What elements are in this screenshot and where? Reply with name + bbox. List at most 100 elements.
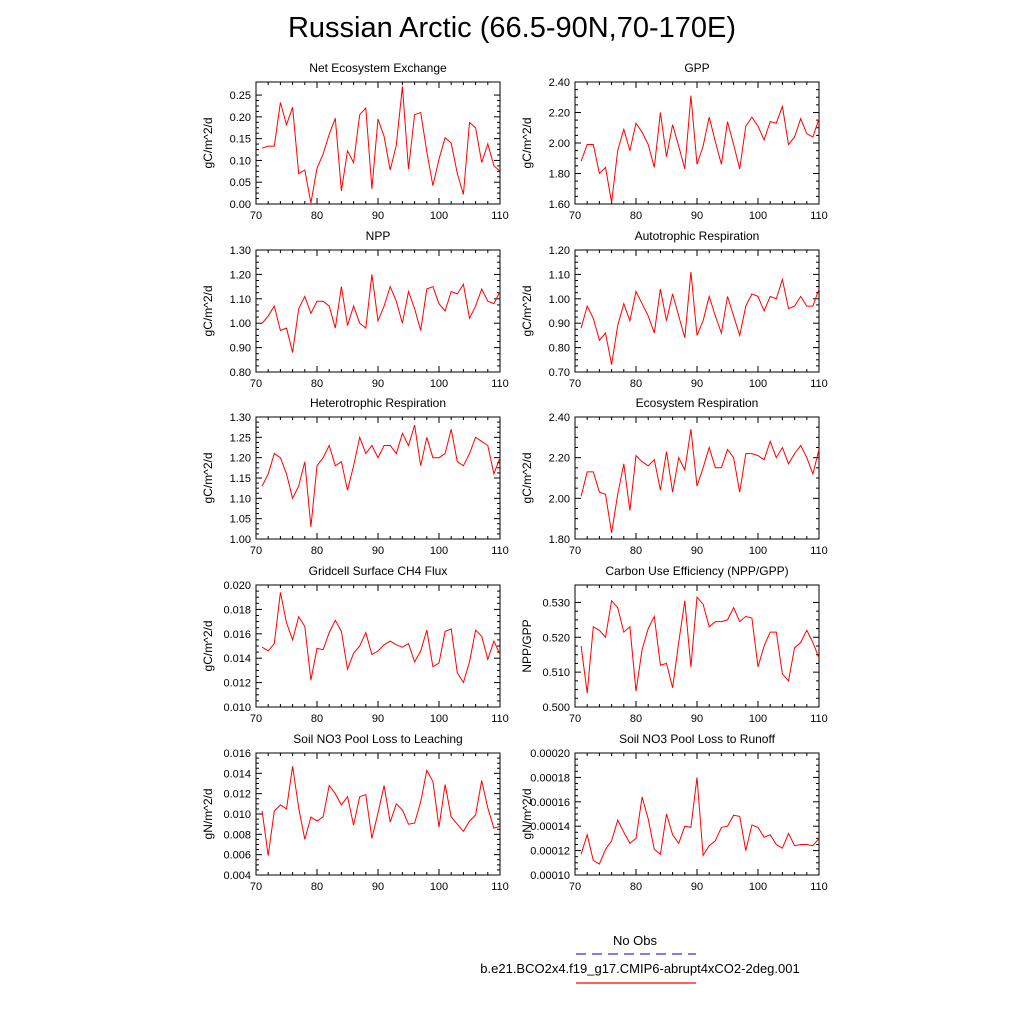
panel-title: NPP bbox=[366, 229, 391, 243]
x-tick-label: 70 bbox=[250, 881, 262, 893]
x-tick-label: 80 bbox=[311, 545, 323, 557]
page-title: Russian Arctic (66.5-90N,70-170E) bbox=[287, 12, 737, 44]
y-tick-label: 0.012 bbox=[223, 678, 251, 690]
y-tick-label: 1.10 bbox=[230, 294, 251, 306]
y-tick-label: 1.30 bbox=[230, 412, 251, 424]
x-tick-label: 100 bbox=[749, 210, 767, 222]
x-tick-label: 100 bbox=[430, 545, 448, 557]
series-line bbox=[580, 95, 820, 203]
y-tick-label: 0.90 bbox=[549, 318, 570, 330]
x-tick-label: 110 bbox=[810, 210, 828, 222]
y-tick-label: 1.80 bbox=[549, 534, 570, 546]
y-tick-label: 0.008 bbox=[223, 829, 251, 841]
series-line bbox=[261, 274, 501, 353]
y-tick-label: 0.00 bbox=[230, 199, 251, 211]
y-tick-label: 0.020 bbox=[223, 580, 251, 592]
x-tick-label: 70 bbox=[569, 713, 581, 725]
x-tick-label: 90 bbox=[372, 210, 384, 222]
x-tick-label: 110 bbox=[810, 378, 828, 390]
legend-run-swatch bbox=[576, 982, 696, 984]
x-tick-label: 100 bbox=[430, 881, 448, 893]
series-line bbox=[580, 595, 820, 694]
panel-title: GPP bbox=[684, 61, 709, 75]
x-tick-label: 80 bbox=[630, 210, 642, 222]
y-tick-label: 0.15 bbox=[230, 134, 251, 146]
x-tick-label: 90 bbox=[691, 545, 703, 557]
plot-frame bbox=[574, 249, 820, 373]
y-tick-label: 0.00014 bbox=[530, 821, 570, 833]
y-tick-label: 1.10 bbox=[549, 269, 570, 281]
x-tick-label: 90 bbox=[691, 881, 703, 893]
y-tick-label: 0.530 bbox=[542, 597, 570, 609]
x-tick-label: 110 bbox=[810, 545, 828, 557]
panel-title: Ecosystem Respiration bbox=[636, 396, 759, 410]
x-tick-label: 80 bbox=[630, 378, 642, 390]
y-tick-label: 2.00 bbox=[549, 138, 570, 150]
x-tick-label: 100 bbox=[430, 378, 448, 390]
y-tick-label: 2.00 bbox=[549, 493, 570, 505]
y-tick-label: 0.80 bbox=[549, 343, 570, 355]
x-tick-label: 70 bbox=[569, 378, 581, 390]
panel-title: Soil NO3 Pool Loss to Runoff bbox=[619, 732, 776, 746]
y-tick-label: 0.00016 bbox=[530, 797, 570, 809]
y-tick-label: 2.40 bbox=[549, 77, 570, 89]
x-tick-label: 70 bbox=[569, 545, 581, 557]
x-tick-label: 100 bbox=[749, 881, 767, 893]
y-tick-label: 0.00010 bbox=[530, 870, 570, 882]
y-tick-label: 0.20 bbox=[230, 112, 251, 124]
y-axis-label: gC/m^2/d bbox=[201, 621, 215, 672]
x-tick-label: 110 bbox=[491, 378, 509, 390]
y-axis-label: gC/m^2/d bbox=[520, 286, 534, 337]
y-tick-label: 2.20 bbox=[549, 108, 570, 120]
x-tick-label: 100 bbox=[749, 713, 767, 725]
x-tick-label: 70 bbox=[569, 881, 581, 893]
legend-obs-swatch bbox=[576, 953, 696, 955]
y-axis-label: gC/m^2/d bbox=[520, 453, 534, 504]
x-tick-label: 80 bbox=[311, 210, 323, 222]
y-tick-label: 0.05 bbox=[230, 177, 251, 189]
panel-title: Heterotrophic Respiration bbox=[310, 396, 446, 410]
x-tick-label: 110 bbox=[491, 545, 509, 557]
series-line bbox=[580, 271, 820, 365]
y-tick-label: 0.004 bbox=[223, 870, 251, 882]
x-tick-label: 90 bbox=[691, 378, 703, 390]
y-tick-label: 0.018 bbox=[223, 604, 251, 616]
y-axis-label: gC/m^2/d bbox=[201, 118, 215, 169]
y-tick-label: 0.510 bbox=[542, 667, 570, 679]
y-tick-label: 0.500 bbox=[542, 702, 570, 714]
panel-title: Gridcell Surface CH4 Flux bbox=[309, 564, 448, 578]
plot-frame bbox=[255, 81, 501, 205]
y-tick-label: 1.00 bbox=[549, 294, 570, 306]
y-tick-label: 0.006 bbox=[223, 850, 251, 862]
y-tick-label: 0.00020 bbox=[530, 748, 570, 760]
series-line bbox=[261, 766, 501, 856]
y-tick-label: 0.00018 bbox=[530, 772, 570, 784]
y-tick-label: 1.20 bbox=[549, 245, 570, 257]
y-tick-label: 0.520 bbox=[542, 632, 570, 644]
x-tick-label: 110 bbox=[491, 713, 509, 725]
plot-frame bbox=[255, 416, 501, 540]
y-tick-label: 0.90 bbox=[230, 343, 251, 355]
x-tick-label: 100 bbox=[749, 378, 767, 390]
x-tick-label: 70 bbox=[250, 210, 262, 222]
x-tick-label: 90 bbox=[372, 545, 384, 557]
x-tick-label: 110 bbox=[810, 713, 828, 725]
plot-frame bbox=[255, 249, 501, 373]
plot-frame bbox=[255, 584, 501, 708]
x-tick-label: 70 bbox=[250, 545, 262, 557]
plot-frame bbox=[574, 752, 820, 876]
x-tick-label: 70 bbox=[250, 713, 262, 725]
plot-frame bbox=[574, 416, 820, 540]
series-line bbox=[580, 429, 820, 533]
y-axis-label: gC/m^2/d bbox=[201, 286, 215, 337]
panel-title: Net Ecosystem Exchange bbox=[309, 61, 447, 75]
x-tick-label: 90 bbox=[372, 881, 384, 893]
y-tick-label: 1.25 bbox=[230, 432, 251, 444]
legend-obs-label: No Obs bbox=[612, 933, 658, 948]
y-tick-label: 1.30 bbox=[230, 245, 251, 257]
y-tick-label: 1.15 bbox=[230, 473, 251, 485]
plot-frame bbox=[574, 81, 820, 205]
x-tick-label: 100 bbox=[430, 210, 448, 222]
x-tick-label: 100 bbox=[749, 545, 767, 557]
